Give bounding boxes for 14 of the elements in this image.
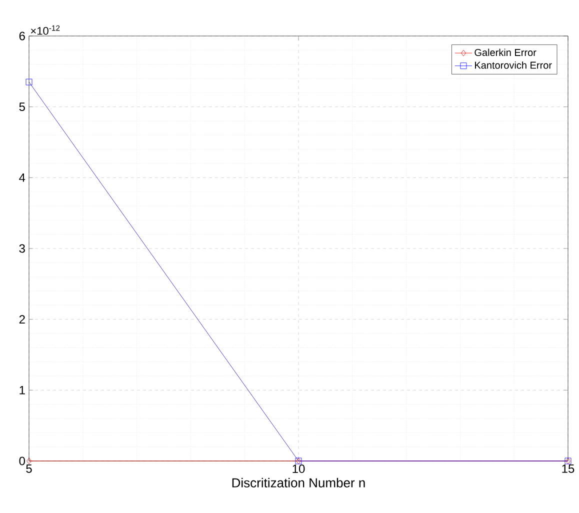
x-axis-title: Discritization Number n: [232, 478, 365, 488]
y-tick-label: 5: [19, 102, 25, 112]
legend-label: Kantorovich Error: [475, 61, 552, 69]
y-tick-label: 1: [20, 386, 25, 394]
y-tick-label: 4: [19, 174, 26, 182]
y-tick-label: 6: [19, 32, 25, 40]
legend-label: Galerkin Error: [474, 48, 536, 56]
y-tick-label: 2: [19, 315, 25, 324]
x-tick-label: 5: [26, 464, 32, 473]
x-tick-label: 15: [562, 464, 574, 473]
text: ×10$^{-12}$: [30, 25, 60, 35]
y-tick-label: 3: [19, 244, 25, 253]
y-tick-label: 0: [19, 456, 26, 466]
x-tick-label: 10: [292, 464, 305, 474]
